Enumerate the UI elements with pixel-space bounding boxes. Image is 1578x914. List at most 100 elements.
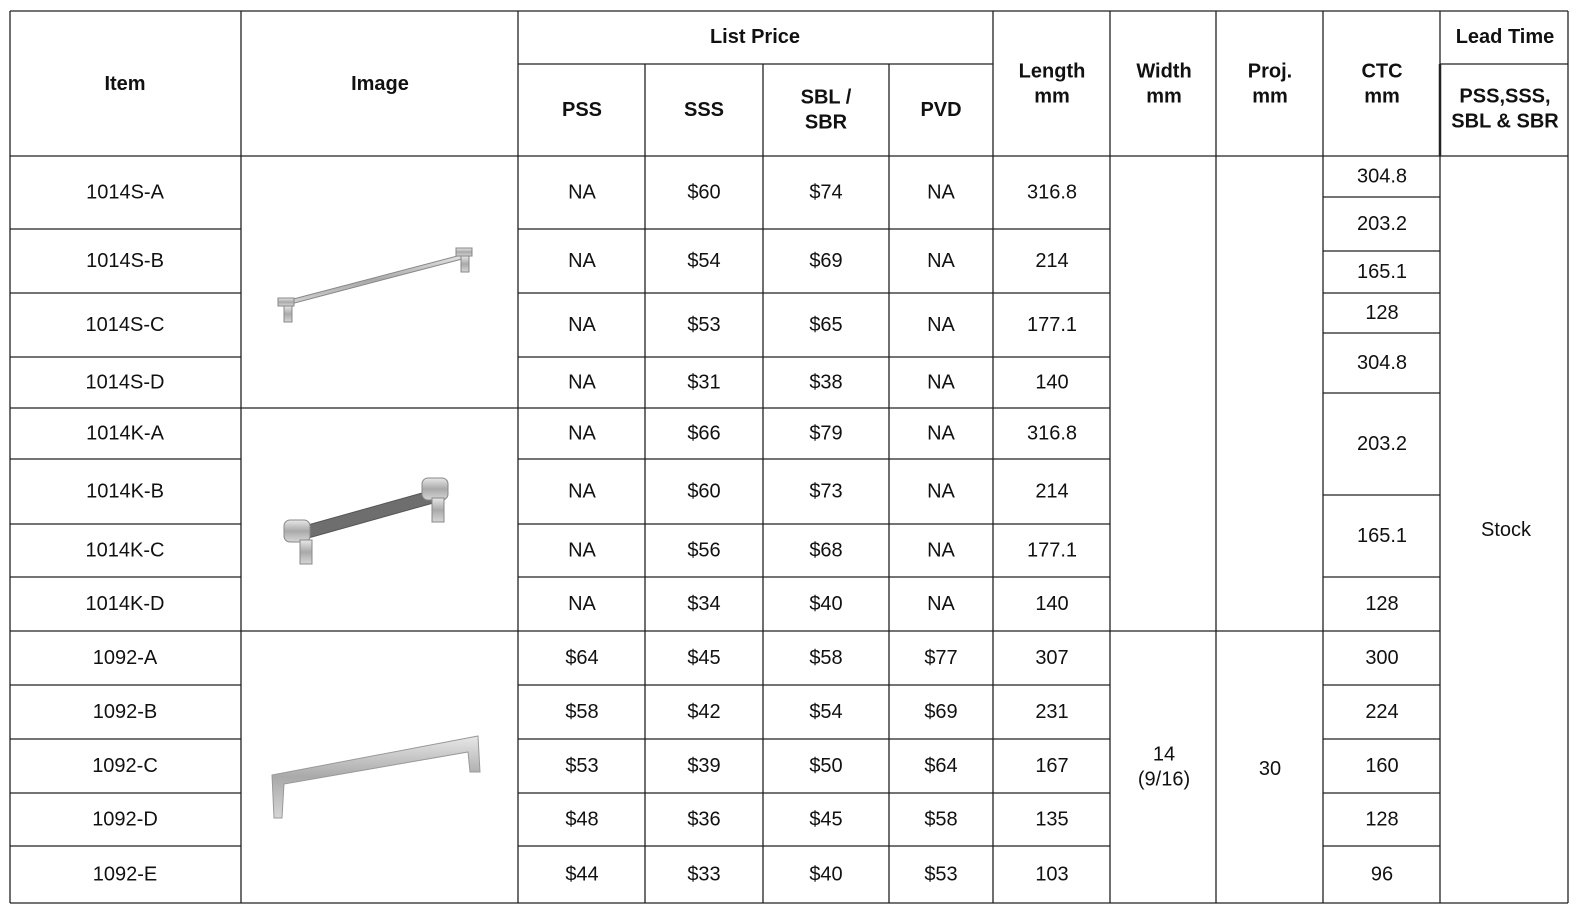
ctc-cell: 165.1	[1357, 261, 1407, 283]
ctc-cell: 128	[1365, 302, 1398, 324]
table-cell: 1092-A	[93, 647, 158, 669]
ctc-cell: 165.1	[1357, 525, 1407, 547]
header-cell: SSS	[684, 99, 724, 121]
table-cell: 316.8	[1027, 423, 1077, 445]
table-cell: 1014K-B	[86, 481, 164, 503]
table-cell: NA	[568, 314, 596, 336]
table-cell: $64	[565, 647, 598, 669]
table-cell: $50	[809, 755, 842, 777]
table-cell: NA	[568, 540, 596, 562]
table-cell: NA	[927, 250, 955, 272]
table-cell: $45	[809, 809, 842, 831]
table-cell: $56	[687, 540, 720, 562]
table-cell: $33	[687, 864, 720, 886]
handle-image-1014s	[277, 247, 473, 323]
table-cell: 1014K-D	[86, 593, 165, 615]
table-cell: 1014S-C	[86, 314, 165, 336]
table-cell: 214	[1035, 481, 1068, 503]
table-cell: $31	[687, 372, 720, 394]
table-cell: $58	[924, 809, 957, 831]
header-cell: SBL /	[801, 87, 852, 109]
ctc-cell: 128	[1365, 809, 1398, 831]
header-cell: Image	[351, 73, 409, 95]
ctc-cell: 304.8	[1357, 352, 1407, 374]
ctc-cell: 224	[1365, 701, 1398, 723]
width-cell: (9/16)	[1138, 769, 1190, 791]
table-cell: NA	[927, 182, 955, 204]
table-cell: 1014K-C	[86, 540, 165, 562]
table-cell: 1092-D	[92, 809, 158, 831]
table-cell: 231	[1035, 701, 1068, 723]
header-cell: PSS	[562, 99, 602, 121]
table-cell: NA	[568, 481, 596, 503]
ctc-cell: 96	[1371, 864, 1393, 886]
ctc-cell: 160	[1365, 755, 1398, 777]
header-cell: PSS,SSS,	[1459, 86, 1550, 108]
table-cell: $48	[565, 809, 598, 831]
header-cell: Proj.	[1248, 61, 1292, 83]
table-cell: NA	[568, 423, 596, 445]
table-cell: 167	[1035, 755, 1068, 777]
proj-cell: 30	[1259, 758, 1281, 780]
ctc-cell: 203.2	[1357, 433, 1407, 455]
table-cell: $68	[809, 540, 842, 562]
table-cell: NA	[927, 372, 955, 394]
ctc-cell: 300	[1365, 647, 1398, 669]
header-cell: SBR	[805, 112, 848, 134]
table-cell: NA	[568, 182, 596, 204]
header-cell: Lead Time	[1456, 26, 1555, 48]
table-cell: 135	[1035, 809, 1068, 831]
table-cell: 1092-B	[93, 701, 158, 723]
header-cell: List Price	[710, 26, 800, 48]
header-cell: mm	[1146, 86, 1182, 108]
table-cell: $66	[687, 423, 720, 445]
header-cell: mm	[1364, 86, 1400, 108]
table-cell: NA	[927, 423, 955, 445]
table-cell: $64	[924, 755, 957, 777]
table-cell: 140	[1035, 593, 1068, 615]
table-cell: $53	[924, 864, 957, 886]
header-cell: Length	[1019, 61, 1086, 83]
header-cell: CTC	[1361, 61, 1402, 83]
table-cell: NA	[568, 593, 596, 615]
handle-image-1014k	[283, 477, 449, 565]
table-cell: 177.1	[1027, 540, 1077, 562]
table-cell: NA	[568, 372, 596, 394]
table-cell: $40	[809, 593, 842, 615]
table-cell: $40	[809, 864, 842, 886]
table-cell: $36	[687, 809, 720, 831]
ctc-cell: 128	[1365, 593, 1398, 615]
header-cell: Item	[104, 73, 145, 95]
lead-time-cell: Stock	[1481, 519, 1532, 541]
table-cell: $60	[687, 182, 720, 204]
table-cell: 1014S-B	[86, 250, 164, 272]
table-cell: 307	[1035, 647, 1068, 669]
table-cell: $79	[809, 423, 842, 445]
table-cell: NA	[927, 481, 955, 503]
table-cell: 214	[1035, 250, 1068, 272]
handle-image-1092	[271, 735, 481, 819]
header-cell: SBL & SBR	[1451, 111, 1559, 133]
ctc-cell: 304.8	[1357, 166, 1407, 188]
header-cell: mm	[1252, 86, 1288, 108]
header-cell: PVD	[920, 99, 961, 121]
table-cell: 103	[1035, 864, 1068, 886]
table-cell: NA	[927, 540, 955, 562]
table-cell: 1092-C	[92, 755, 158, 777]
table-cell: NA	[568, 250, 596, 272]
table-cell: $77	[924, 647, 957, 669]
table-cell: $34	[687, 593, 720, 615]
table-cell: 1092-E	[93, 864, 158, 886]
header-cell: Width	[1136, 61, 1191, 83]
table-cell: 177.1	[1027, 314, 1077, 336]
table-cell: 316.8	[1027, 182, 1077, 204]
table-cell: $54	[809, 701, 842, 723]
table-cell: $53	[687, 314, 720, 336]
table-cell: $60	[687, 481, 720, 503]
table-cell: $53	[565, 755, 598, 777]
table-cell: 1014K-A	[86, 423, 164, 445]
table-cell: $58	[565, 701, 598, 723]
table-cell: $69	[809, 250, 842, 272]
table-cell: 1014S-A	[86, 182, 164, 204]
